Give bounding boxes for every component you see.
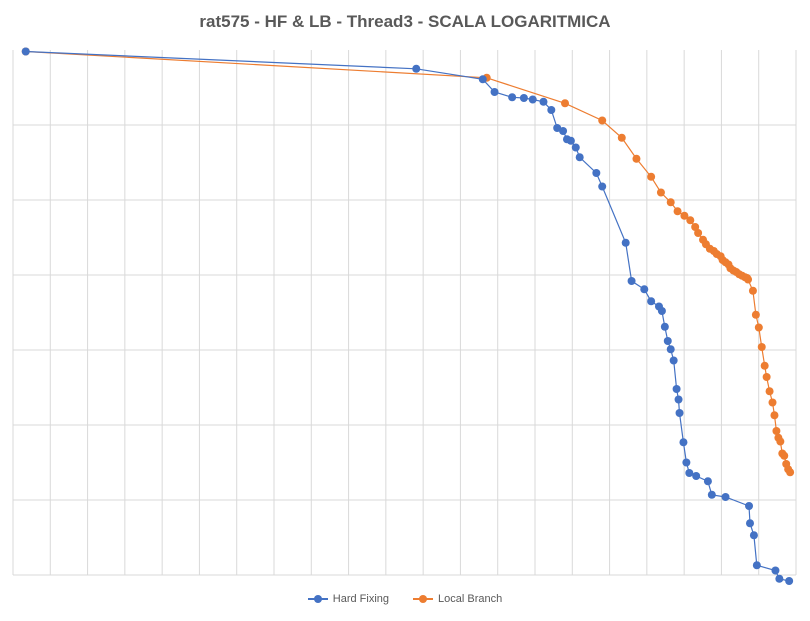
data-point-hard-fixing — [640, 285, 649, 294]
data-point-hard-fixing — [703, 477, 712, 486]
series-line-local-branch — [25, 50, 791, 473]
data-point-hard-fixing — [685, 469, 694, 477]
legend-label-local-branch: Local Branch — [438, 593, 503, 605]
data-point-hard-fixing — [666, 345, 675, 354]
data-point-hard-fixing — [539, 97, 548, 106]
data-point-hard-fixing — [647, 297, 656, 306]
data-point-hard-fixing — [672, 385, 681, 393]
series-hard-fixing — [21, 47, 794, 585]
data-point-local-branch — [748, 286, 757, 295]
legend-item-local-branch: Local Branch — [413, 593, 502, 605]
data-point-hard-fixing — [692, 472, 701, 480]
data-point-local-branch — [694, 229, 703, 237]
data-point-hard-fixing — [566, 136, 575, 145]
data-point-hard-fixing — [707, 490, 716, 499]
data-point-hard-fixing — [598, 182, 607, 191]
data-point-hard-fixing — [785, 577, 794, 585]
data-point-hard-fixing — [478, 75, 487, 84]
data-point-local-branch — [691, 223, 700, 231]
data-point-local-branch — [673, 207, 682, 216]
legend-item-hard-fixing: Hard Fixing — [307, 593, 390, 605]
data-point-local-branch — [561, 99, 570, 108]
data-point-local-branch — [757, 343, 766, 351]
data-point-hard-fixing — [528, 95, 537, 104]
data-point-hard-fixing — [657, 307, 666, 315]
data-point-local-branch — [632, 154, 641, 163]
data-point-hard-fixing — [627, 277, 636, 285]
chart-title: rat575 - HF & LB - Thread3 - SCALA LOGAR… — [199, 12, 611, 31]
data-point-hard-fixing — [575, 153, 584, 162]
data-point-local-branch — [647, 172, 656, 181]
data-point-local-branch — [762, 373, 771, 381]
legend-label-hard-fixing: Hard Fixing — [332, 593, 390, 605]
data-point-hard-fixing — [21, 47, 30, 56]
series-line-hard-fixing — [25, 50, 790, 582]
data-point-hard-fixing — [412, 64, 421, 73]
data-point-hard-fixing — [621, 238, 630, 247]
data-point-hard-fixing — [679, 438, 688, 447]
data-point-hard-fixing — [675, 409, 684, 417]
data-point-hard-fixing — [508, 93, 517, 102]
data-point-hard-fixing — [559, 127, 568, 135]
legend-marker-hard-fixing — [307, 594, 328, 604]
data-point-hard-fixing — [660, 322, 669, 331]
data-point-local-branch — [760, 361, 769, 370]
data-point-hard-fixing — [547, 106, 556, 114]
data-point-local-branch — [768, 398, 777, 407]
data-point-hard-fixing — [592, 169, 601, 177]
data-point-hard-fixing — [490, 88, 499, 96]
data-point-local-branch — [765, 387, 774, 396]
data-point-hard-fixing — [674, 395, 683, 404]
legend: Hard Fixing Local Branch — [0, 593, 810, 605]
data-point-local-branch — [786, 468, 795, 477]
data-point-local-branch — [656, 188, 665, 197]
data-point-hard-fixing — [669, 356, 678, 365]
data-point-hard-fixing — [749, 531, 758, 540]
data-point-hard-fixing — [745, 502, 754, 510]
data-point-hard-fixing — [745, 519, 754, 528]
legend-marker-local-branch — [413, 594, 434, 604]
data-point-hard-fixing — [771, 566, 780, 575]
data-point-local-branch — [770, 411, 779, 420]
grid — [12, 50, 797, 576]
data-point-hard-fixing — [571, 143, 580, 152]
data-point-hard-fixing — [721, 493, 730, 501]
data-point-hard-fixing — [775, 574, 784, 583]
data-point-local-branch — [666, 198, 675, 207]
data-point-hard-fixing — [519, 94, 528, 102]
data-point-local-branch — [680, 211, 689, 220]
series-layer — [21, 47, 795, 585]
data-point-local-branch — [744, 275, 753, 284]
data-point-local-branch — [686, 216, 695, 225]
series-local-branch — [21, 47, 795, 477]
data-point-local-branch — [776, 437, 785, 446]
data-point-local-branch — [754, 323, 763, 332]
data-point-local-branch — [617, 133, 626, 142]
data-point-local-branch — [780, 451, 789, 460]
data-point-local-branch — [772, 427, 781, 435]
data-point-local-branch — [751, 310, 760, 319]
data-point-hard-fixing — [663, 337, 672, 345]
data-point-hard-fixing — [752, 561, 761, 570]
data-point-local-branch — [598, 116, 607, 125]
data-point-hard-fixing — [682, 458, 691, 467]
